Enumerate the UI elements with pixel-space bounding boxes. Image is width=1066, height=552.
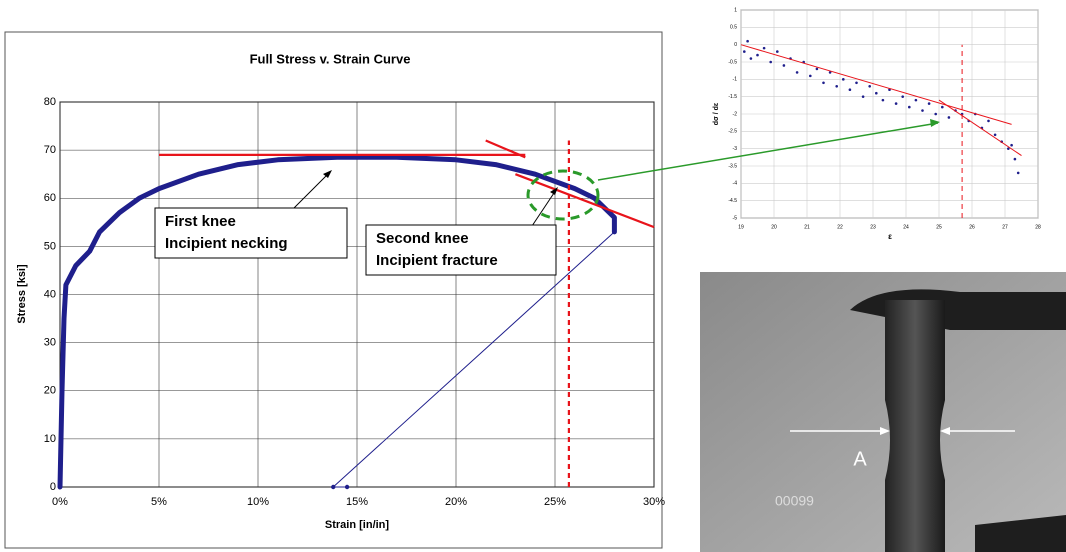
y-tick-label: 40 — [44, 288, 56, 300]
y-tick-label: 0 — [50, 481, 56, 493]
data-point — [882, 99, 885, 102]
data-point — [994, 134, 997, 137]
data-point — [746, 40, 749, 43]
annotation: First knee — [165, 213, 236, 230]
x-tick-label: 21 — [804, 224, 810, 230]
x-tick-label: 22 — [837, 224, 843, 230]
y-tick-label: -1.5 — [728, 94, 737, 100]
y-tick-label: -3.5 — [728, 163, 737, 169]
data-point — [1014, 158, 1017, 161]
data-point — [763, 47, 766, 50]
x-tick-label: 0% — [52, 496, 68, 508]
y-tick-label: 30 — [44, 337, 56, 349]
data-point — [1010, 144, 1013, 147]
data-point — [612, 230, 616, 234]
annotation: Incipient necking — [165, 235, 288, 252]
y-tick-label: -4.5 — [728, 198, 737, 204]
y-tick-label: -1 — [733, 77, 738, 83]
y-tick-label: 0 — [734, 42, 737, 48]
x-tick-label: 25 — [936, 224, 942, 230]
data-point — [855, 82, 858, 85]
data-point — [769, 61, 772, 64]
x-tick-label: 20 — [771, 224, 777, 230]
chart-title: Full Stress v. Strain Curve — [250, 51, 411, 66]
data-point — [842, 78, 845, 81]
data-point — [796, 71, 799, 74]
annotation: Second knee — [376, 230, 469, 247]
y-tick-label: -2 — [733, 111, 738, 117]
annotation: Incipient fracture — [376, 252, 498, 269]
photo-label: A — [853, 448, 867, 470]
x-tick-label: 24 — [903, 224, 909, 230]
x-tick-label: 19 — [738, 224, 744, 230]
main-plot: 0 10 20 30 40 50 60 70 80 0% 5% 10% 15% 20% 25% 30% — [44, 96, 665, 508]
x-tick-label: 5% — [151, 496, 167, 508]
data-point — [809, 75, 812, 78]
data-point — [743, 50, 746, 53]
x-tick-label: 25% — [544, 496, 566, 508]
data-point — [345, 485, 349, 489]
data-point — [783, 64, 786, 67]
x-axis-label: ε — [888, 232, 892, 241]
frame-number: 00099 — [775, 493, 814, 509]
y-tick-label: 1 — [734, 7, 737, 13]
data-point — [928, 102, 931, 105]
x-axis-label: Strain [in/in] — [325, 519, 390, 531]
x-tick-label: 26 — [969, 224, 975, 230]
x-tick-label: 23 — [870, 224, 876, 230]
data-point — [908, 106, 911, 109]
specimen — [885, 300, 945, 552]
y-tick-label: 20 — [44, 385, 56, 397]
data-point — [987, 120, 990, 123]
x-tick-label: 30% — [643, 496, 665, 508]
x-tick-label: 20% — [445, 496, 467, 508]
y-tick-label: -0.5 — [728, 59, 737, 65]
data-point — [934, 113, 937, 116]
data-point — [750, 57, 753, 60]
data-point — [868, 85, 871, 88]
data-point — [1017, 172, 1020, 175]
y-tick-label: -5 — [733, 215, 738, 221]
y-tick-label: 60 — [44, 192, 56, 204]
x-tick-label: 15% — [346, 496, 368, 508]
data-point — [895, 102, 898, 105]
photo: A 00099 — [700, 272, 1066, 552]
data-point — [756, 54, 759, 57]
data-point — [941, 106, 944, 109]
data-point — [901, 95, 904, 98]
data-point — [915, 99, 918, 102]
y-tick-label: 50 — [44, 240, 56, 252]
y-tick-label: -4 — [733, 181, 738, 187]
y-axis-label: Stress [ksi] — [16, 264, 28, 324]
y-tick-label: 70 — [44, 144, 56, 156]
x-tick-label: 28 — [1035, 224, 1041, 230]
y-tick-label: -3 — [733, 146, 738, 152]
figure: Full Stress v. Strain Curve Strain [in/i… — [0, 0, 1066, 552]
y-axis-label: dσ / dε — [713, 102, 720, 125]
inset-plot: 1 0.5 0 -0.5 -1 -1.5 -2 -2.5 -3 -3.5 -4 -4.5 -519 20 2… — [728, 7, 1041, 230]
y-tick-label: -2.5 — [728, 129, 737, 135]
data-point — [776, 50, 779, 53]
data-point — [862, 95, 865, 98]
x-tick-label: 10% — [247, 496, 269, 508]
y-tick-label: 0.5 — [730, 25, 737, 31]
data-point — [822, 82, 825, 85]
data-point — [816, 68, 819, 71]
x-tick-label: 27 — [1002, 224, 1008, 230]
data-point — [331, 485, 335, 489]
data-point — [849, 88, 852, 91]
data-point — [875, 92, 878, 95]
data-point — [921, 109, 924, 112]
data-point — [835, 85, 838, 88]
y-tick-label: 80 — [44, 96, 56, 108]
data-point — [948, 116, 951, 119]
y-tick-label: 10 — [44, 433, 56, 445]
